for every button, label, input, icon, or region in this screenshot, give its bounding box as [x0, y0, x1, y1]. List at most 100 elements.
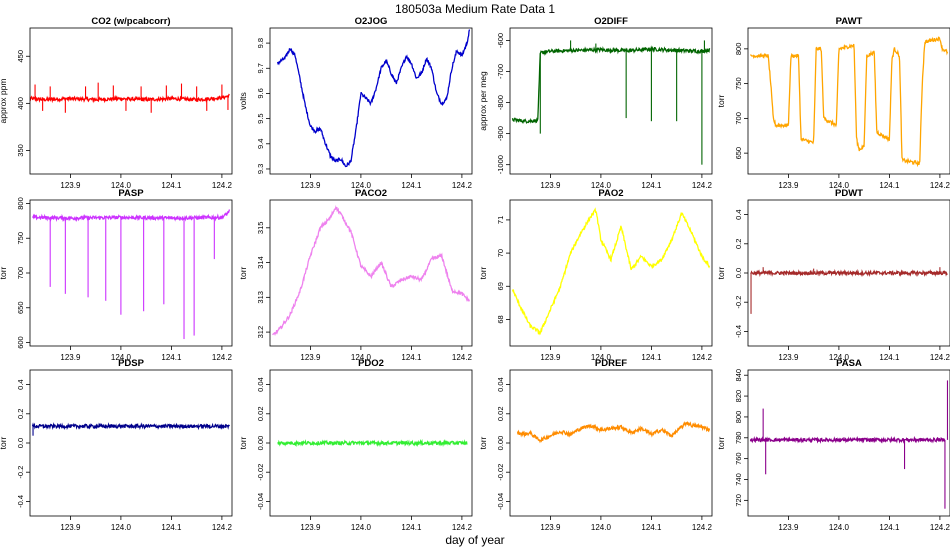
plot-frame: [29, 199, 233, 347]
plot-frame: [747, 369, 950, 517]
series-line: [277, 438, 468, 448]
y-tick-label: 800: [16, 197, 25, 210]
x-tick-label: 124.1: [401, 181, 422, 190]
panel-title: PDSP: [118, 358, 145, 369]
y-tick-label: 840: [734, 369, 743, 382]
y-tick-label: 760: [734, 452, 743, 465]
x-tick-label: 124.1: [879, 353, 900, 362]
series-line: [511, 45, 711, 124]
y-tick-label: -600: [496, 33, 505, 48]
x-tick-label: 124.0: [591, 353, 612, 362]
y-tick-label: 71: [496, 216, 505, 224]
panel-9: PDO2 torr 123.9 124.0 124.1 124.2 -0.04 -0.02 0.…: [238, 358, 472, 532]
y-tick-label: 315: [256, 222, 265, 235]
panel-title: PDREF: [595, 358, 627, 369]
y-tick-label: 0.2: [16, 409, 25, 419]
y-tick-label: 740: [734, 473, 743, 486]
y-tick-label: -0.04: [496, 493, 505, 510]
y-axis-label: torr: [0, 436, 8, 449]
panel-8: PDSP torr 123.9 124.0 124.1 124.2 -0.4 -0.2 0.0 0…: [0, 358, 232, 532]
x-tick-label: 124.2: [930, 353, 950, 362]
panel-10: PDREF torr 123.9 124.0 124.1 124.2 -0.04 -0.02 0…: [478, 358, 712, 532]
y-tick-label: 800: [734, 411, 743, 424]
plot-area: [276, 29, 471, 168]
panel-1: O2JOG volts 123.9 124.0 124.1 124.2 9.3 9.4 9.5 9…: [238, 16, 472, 190]
y-tick-label: 650: [16, 302, 25, 315]
y-tick-label: -900: [496, 126, 505, 141]
x-tick-label: 124.1: [641, 523, 662, 532]
x-tick-label: 123.9: [778, 181, 799, 190]
y-tick-label: 9.7: [256, 63, 265, 73]
x-tick-label: 124.1: [161, 353, 182, 362]
series-line: [516, 420, 711, 444]
x-tick-label: 123.9: [778, 523, 799, 532]
panel-title: PAO2: [598, 188, 623, 199]
y-axis-label: volts: [238, 92, 248, 109]
figure-title: 180503a Medium Rate Data 1: [395, 2, 555, 16]
y-tick-label: 9.5: [256, 113, 265, 123]
y-tick-label: 0.04: [256, 377, 265, 392]
y-tick-label: 0.02: [256, 406, 265, 421]
x-tick-label: 124.0: [591, 181, 612, 190]
x-tick-label: 124.2: [930, 181, 950, 190]
panel-4: PASP torr 123.9 124.0 124.1 124.2 600 650 700 750…: [0, 188, 232, 362]
x-tick-label: 124.2: [212, 181, 233, 190]
y-tick-label: 9.4: [256, 139, 265, 149]
x-tick-label: 124.0: [829, 353, 850, 362]
y-tick-label: -0.04: [256, 493, 265, 510]
plot-frame: [509, 369, 713, 517]
panel-7: PDWT torr 123.9 124.0 124.1 124.2 -0.4 -0.2 0.0 0…: [716, 188, 950, 362]
y-tick-label: 312: [256, 326, 265, 339]
series-line: [511, 207, 711, 336]
x-tick-label: 124.0: [111, 181, 132, 190]
x-tick-label: 124.0: [351, 353, 372, 362]
y-tick-label: 600: [16, 336, 25, 349]
x-tick-label: 124.2: [452, 353, 473, 362]
y-tick-label: 0.0: [16, 438, 25, 448]
plot-frame: [29, 27, 233, 175]
x-tick-label: 123.9: [778, 353, 799, 362]
x-tick-label: 124.2: [452, 523, 473, 532]
x-tick-label: 123.9: [300, 523, 321, 532]
panels: CO2 (w/pcabcorr) approx ppm 123.9 124.0 124.…: [0, 16, 950, 532]
x-tick-label: 123.9: [300, 181, 321, 190]
y-tick-label: 700: [16, 267, 25, 280]
x-tick-label: 124.1: [641, 353, 662, 362]
plot-area: [750, 267, 948, 314]
panel-title: PAWT: [836, 16, 863, 27]
plot-area: [32, 209, 231, 340]
plot-area: [516, 420, 711, 444]
series-line: [272, 205, 471, 337]
y-tick-label: 0.0: [734, 268, 743, 278]
y-tick-label: 780: [734, 432, 743, 445]
y-tick-label: 70: [496, 249, 505, 257]
x-tick-label: 124.0: [829, 523, 850, 532]
y-tick-label: 700: [734, 112, 743, 125]
x-tick-label: 124.0: [591, 523, 612, 532]
x-tick-label: 123.9: [540, 523, 561, 532]
x-tick-label: 124.1: [161, 181, 182, 190]
y-axis-label: approx ppm: [0, 79, 8, 124]
panel-3: PAWT torr 123.9 124.0 124.1 124.2 650 700 750 800: [716, 16, 950, 190]
plot-frame: [269, 27, 473, 175]
x-tick-label: 124.2: [692, 353, 713, 362]
plot-area: [749, 36, 949, 168]
x-tick-label: 124.2: [212, 523, 233, 532]
x-tick-label: 124.1: [879, 523, 900, 532]
plot-frame: [509, 27, 713, 175]
y-tick-label: -0.02: [496, 464, 505, 481]
panel-title: PDWT: [835, 188, 863, 199]
y-axis-label: torr: [716, 266, 726, 279]
y-tick-label: 450: [16, 50, 25, 63]
y-tick-label: -0.2: [16, 466, 25, 479]
panel-6: PAO2 torr 123.9 124.0 124.1 124.2 68 69 70 71: [478, 188, 712, 362]
series-line: [749, 36, 949, 168]
series-line: [276, 29, 471, 168]
series-line: [749, 435, 946, 444]
y-axis-label: torr: [716, 94, 726, 107]
series-line: [750, 268, 948, 278]
series-line: [31, 422, 230, 431]
plot-area: [272, 205, 471, 337]
plot-area: [511, 40, 711, 165]
x-tick-label: 123.9: [60, 523, 81, 532]
